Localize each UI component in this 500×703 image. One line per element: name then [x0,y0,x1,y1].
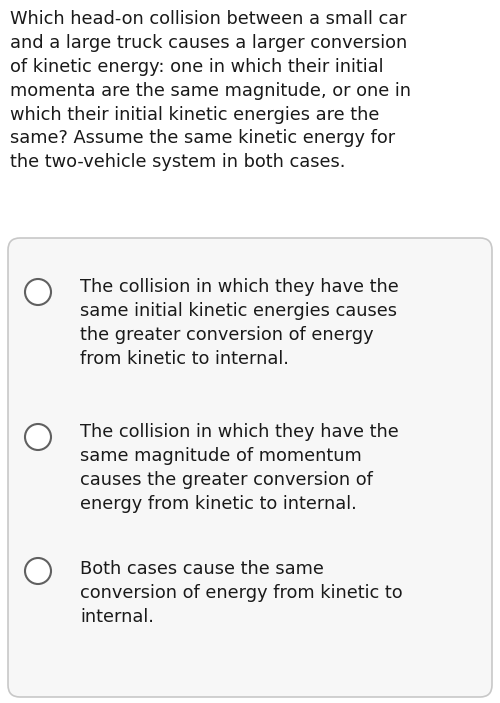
Text: Both cases cause the same
conversion of energy from kinetic to
internal.: Both cases cause the same conversion of … [80,560,402,626]
Ellipse shape [25,424,51,450]
FancyBboxPatch shape [8,238,492,697]
Ellipse shape [25,279,51,305]
Text: The collision in which they have the
same magnitude of momentum
causes the great: The collision in which they have the sam… [80,423,399,512]
Text: The collision in which they have the
same initial kinetic energies causes
the gr: The collision in which they have the sam… [80,278,399,368]
Text: Which head-on collision between a small car
and a large truck causes a larger co: Which head-on collision between a small … [10,10,411,172]
Ellipse shape [25,558,51,584]
